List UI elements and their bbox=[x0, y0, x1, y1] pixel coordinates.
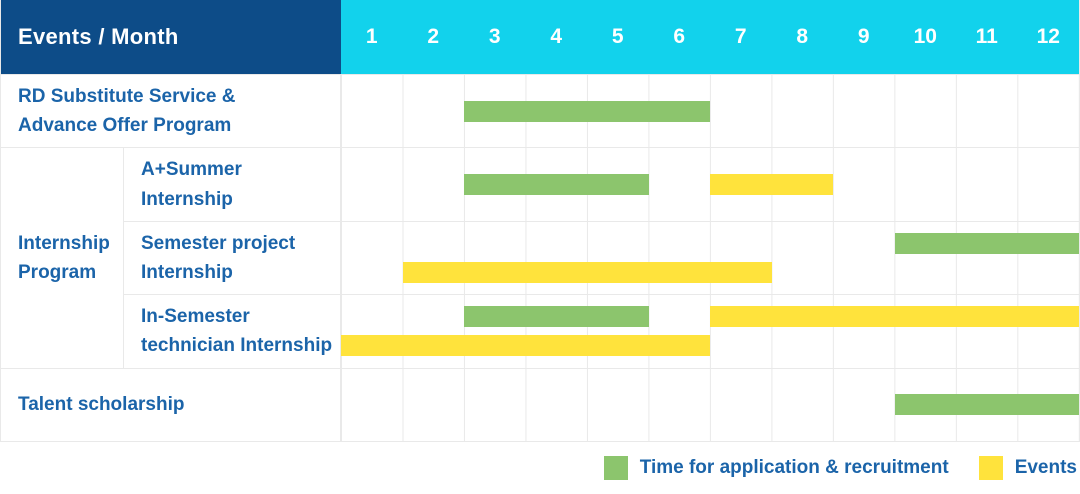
month-header-9: 9 bbox=[857, 25, 870, 48]
group-internship-program: Internship Program A+Summer Internship Sem… bbox=[1, 148, 1079, 369]
month-header-1: 1 bbox=[365, 25, 378, 48]
application-bar bbox=[464, 306, 649, 328]
month-header-3: 3 bbox=[488, 25, 501, 48]
application-bar bbox=[464, 100, 710, 122]
event-bar bbox=[710, 306, 1079, 328]
row-label: RD Substitute Service & Advance Offer Pr… bbox=[1, 75, 341, 148]
header-title: Events / Month bbox=[18, 24, 179, 49]
gantt-row: Talent scholarship bbox=[1, 368, 1079, 442]
legend-item-events: Events bbox=[978, 456, 1077, 480]
event-bar bbox=[341, 335, 710, 357]
group-rows: A+Summer Internship Semester project Inte… bbox=[124, 148, 1079, 369]
event-bar bbox=[710, 174, 833, 196]
month-header-2: 2 bbox=[427, 25, 440, 48]
gantt-row: In-Semester technician Internship bbox=[124, 295, 1079, 369]
legend-item-application: Time for application & recruitment bbox=[603, 456, 949, 480]
gantt-table: Events / Month 1 2 3 4 5 6 7 8 9 10 11 12 RD Substi… bbox=[0, 0, 1080, 442]
row-timeline bbox=[341, 221, 1079, 295]
gantt-body: RD Substitute Service & Advance Offer Pr… bbox=[1, 75, 1079, 442]
legend-label-application: Time for application & recruitment bbox=[639, 457, 949, 478]
gantt-row: RD Substitute Service & Advance Offer Pr… bbox=[1, 75, 1079, 149]
row-timeline bbox=[341, 148, 1079, 221]
group-label: Internship Program bbox=[1, 148, 124, 369]
month-header-5: 5 bbox=[611, 25, 624, 48]
month-header-row: 1 2 3 4 5 6 7 8 9 10 11 12 bbox=[341, 0, 1079, 74]
month-header-8: 8 bbox=[796, 25, 809, 48]
gantt-row: Semester project Internship bbox=[124, 221, 1079, 296]
row-timeline bbox=[341, 368, 1079, 441]
yellow-swatch-icon bbox=[978, 456, 1003, 480]
month-header-10: 10 bbox=[913, 25, 937, 48]
legend: Time for application & recruitment Event… bbox=[0, 442, 1080, 494]
application-bar bbox=[464, 174, 649, 196]
row-label: Talent scholarship bbox=[1, 368, 341, 441]
month-header-6: 6 bbox=[673, 25, 686, 48]
month-header-11: 11 bbox=[975, 25, 998, 48]
row-label: In-Semester technician Internship bbox=[124, 295, 341, 368]
application-bar bbox=[894, 232, 1079, 254]
header-events-month-cell: Events / Month bbox=[1, 0, 341, 74]
row-label: A+Summer Internship bbox=[124, 148, 341, 221]
month-header-12: 12 bbox=[1036, 25, 1060, 48]
gantt-row: A+Summer Internship bbox=[124, 148, 1079, 222]
row-label: Semester project Internship bbox=[124, 221, 341, 295]
legend-label-events: Events bbox=[1014, 457, 1077, 478]
header-row: Events / Month 1 2 3 4 5 6 7 8 9 10 11 12 bbox=[1, 0, 1079, 75]
month-header-4: 4 bbox=[550, 25, 563, 48]
green-swatch-icon bbox=[603, 456, 628, 480]
month-header-7: 7 bbox=[734, 25, 747, 48]
row-timeline bbox=[341, 295, 1079, 368]
event-bar bbox=[402, 261, 772, 283]
application-bar bbox=[894, 394, 1079, 416]
row-timeline bbox=[341, 75, 1079, 148]
